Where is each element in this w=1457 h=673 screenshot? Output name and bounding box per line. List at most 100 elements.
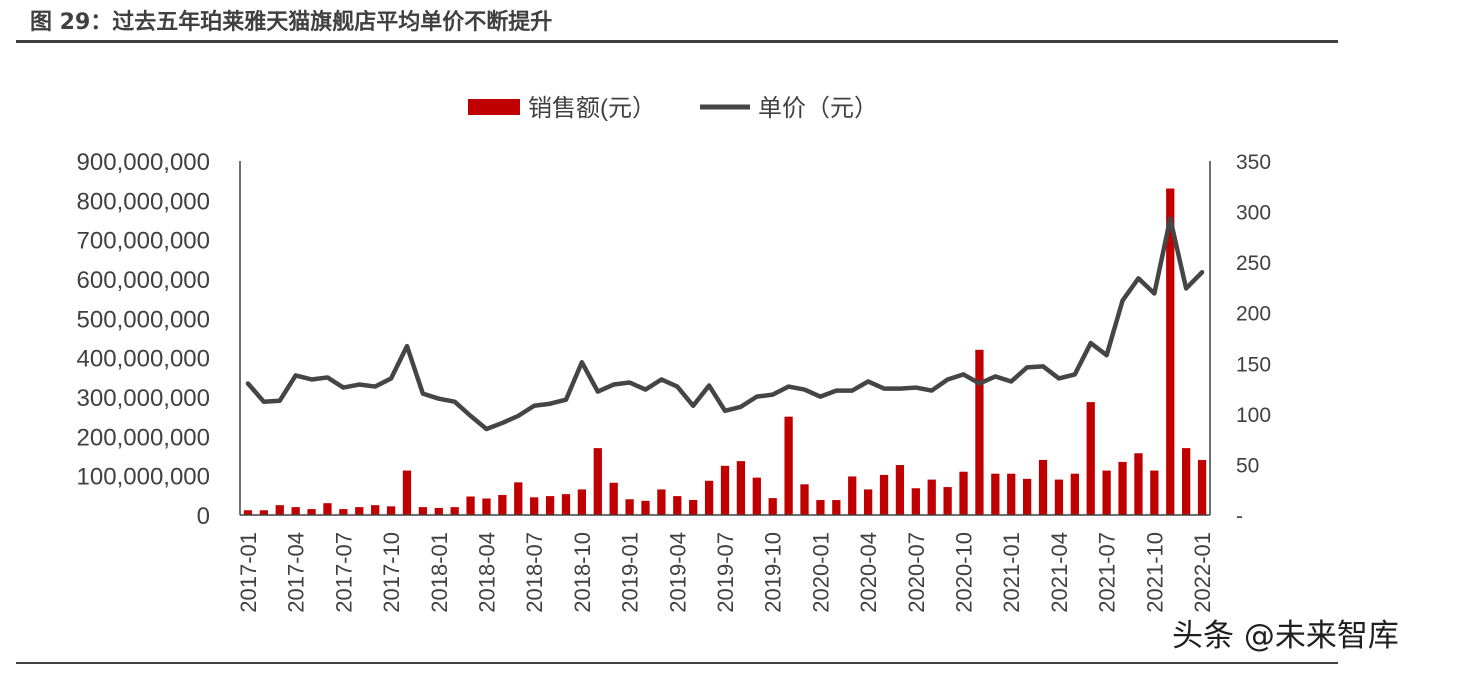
x-tick-label: 2020-07 — [904, 532, 929, 613]
sales-bar-2018-08 — [545, 496, 555, 515]
top-rule — [16, 40, 1338, 43]
sales-bar-2017-01 — [243, 510, 253, 515]
legend: 销售额(元） 单价（元） — [468, 95, 878, 122]
legend-label-unit-price: 单价（元） — [758, 95, 878, 122]
left-y-tick-label: 600,000,000 — [77, 267, 210, 294]
left-y-tick-label: 300,000,000 — [77, 385, 210, 412]
sales-bar-2021-03 — [1038, 459, 1048, 515]
right-y-tick-label: 200 — [1236, 303, 1271, 326]
sales-bar-2021-11 — [1166, 188, 1175, 515]
sales-bar-2020-04 — [863, 489, 873, 515]
sales-bar-2019-12 — [800, 484, 809, 515]
x-tick-label: 2017-04 — [284, 532, 309, 613]
sales-bar-2020-03 — [848, 476, 857, 515]
sales-bar-2019-09 — [752, 477, 761, 515]
x-tick-label: 2021-07 — [1095, 532, 1120, 613]
x-tick-label: 2021-01 — [999, 532, 1024, 613]
x-tick-label: 2018-01 — [427, 532, 452, 613]
sales-bar-2018-10 — [577, 489, 587, 515]
x-tick-label: 2018-10 — [570, 532, 595, 613]
right-y-tick-label: 50 — [1236, 454, 1259, 477]
sales-bar-2018-11 — [593, 448, 602, 515]
sales-bar-2019-08 — [736, 461, 746, 515]
left-y-tick-label: 200,000,000 — [77, 424, 210, 451]
x-tick-label: 2018-04 — [475, 532, 500, 613]
left-y-tick-label: 400,000,000 — [77, 346, 210, 373]
right-y-tick-label: 300 — [1236, 202, 1271, 225]
right-y-tick-label: 350 — [1236, 151, 1271, 174]
right-y-axis-labels: - 50 100 150 200 250 300 350 — [1236, 151, 1271, 528]
sales-bar-2021-05 — [1070, 473, 1079, 515]
sales-bar-2018-03 — [466, 496, 475, 515]
sales-bar-2019-04 — [673, 496, 682, 515]
watermark: 头条 @未来智库 — [1172, 618, 1399, 654]
axes — [239, 161, 1211, 516]
right-y-tick-label: 150 — [1236, 353, 1271, 376]
sales-bar-2021-01 — [1007, 473, 1016, 515]
sales-bar-2017-07 — [339, 509, 348, 515]
sales-bar-2019-03 — [657, 489, 666, 515]
sales-bar-2018-07 — [530, 497, 539, 515]
sales-bar-2017-05 — [307, 509, 316, 515]
sales-bar-2019-11 — [784, 416, 793, 515]
sales-bar-2021-08 — [1118, 461, 1127, 515]
sales-bar-2018-02 — [450, 507, 459, 515]
sales-bar-2019-01 — [625, 499, 634, 515]
right-y-tick-label: 250 — [1236, 252, 1271, 275]
x-tick-label: 2019-04 — [665, 532, 690, 613]
sales-bar-2021-04 — [1054, 479, 1064, 515]
sales-bar-2018-06 — [514, 482, 523, 515]
sales-bar-2021-02 — [1023, 478, 1032, 515]
sales-bar-2019-07 — [720, 465, 730, 515]
sales-bars — [243, 188, 1207, 515]
sales-bar-2019-05 — [689, 500, 698, 515]
left-y-tick-label: 800,000,000 — [77, 188, 210, 215]
sales-bar-2017-10 — [386, 506, 396, 515]
sales-bar-2018-04 — [482, 498, 491, 515]
sales-bar-2019-02 — [641, 500, 650, 515]
x-tick-label: 2021-10 — [1142, 532, 1167, 613]
right-y-tick-label: 100 — [1236, 404, 1271, 427]
unit-price-series-line — [245, 216, 1205, 432]
left-y-tick-label: 500,000,000 — [77, 306, 210, 333]
sales-bar-2017-03 — [275, 505, 284, 515]
sales-bar-2021-07 — [1102, 470, 1111, 515]
sales-bar-2017-09 — [371, 505, 380, 515]
x-tick-label: 2020-04 — [856, 532, 881, 613]
left-y-tick-label: 0 — [197, 503, 210, 530]
sales-bar-2021-09 — [1134, 453, 1143, 515]
x-tick-label: 2019-01 — [618, 532, 643, 613]
sales-bar-2021-10 — [1150, 470, 1159, 515]
sales-bar-2018-09 — [561, 494, 571, 515]
sales-bar-2020-02 — [832, 500, 841, 515]
left-y-axis-labels: 0 100,000,000 200,000,000 300,000,000 400,00… — [77, 149, 210, 530]
x-tick-label: 2019-07 — [713, 532, 738, 613]
sales-bar-2017-12 — [418, 507, 427, 515]
x-tick-label: 2017-01 — [236, 532, 261, 613]
sales-bar-2020-12 — [991, 473, 1000, 515]
sales-bar-2020-05 — [879, 474, 889, 515]
x-tick-label: 2022-01 — [1190, 532, 1215, 613]
sales-bar-2020-07 — [911, 488, 920, 515]
sales-bar-2017-11 — [402, 470, 412, 515]
legend-swatch-sales — [468, 99, 520, 115]
sales-bar-2021-06 — [1086, 402, 1095, 515]
sales-bar-2017-08 — [355, 507, 364, 515]
sales-bar-2017-04 — [291, 507, 300, 515]
sales-bar-2018-12 — [609, 482, 618, 515]
sales-bar-2018-05 — [498, 494, 507, 515]
right-y-tick-label: - — [1236, 505, 1243, 528]
sales-bar-2020-06 — [895, 465, 905, 515]
sales-bar-2019-10 — [768, 498, 777, 515]
figure-title: 图 29：过去五年珀莱雅天猫旗舰店平均单价不断提升 — [30, 10, 553, 35]
sales-bar-2022-01 — [1197, 459, 1207, 515]
sales-bar-2020-09 — [943, 487, 952, 515]
left-y-tick-label: 700,000,000 — [77, 228, 210, 255]
x-tick-label: 2017-10 — [379, 532, 404, 613]
unit-price-line — [245, 216, 1205, 432]
legend-label-sales: 销售额(元） — [528, 95, 656, 122]
bottom-rule — [16, 662, 1338, 664]
sales-bar-2020-08 — [927, 479, 936, 515]
x-tick-label: 2021-04 — [1047, 532, 1072, 613]
